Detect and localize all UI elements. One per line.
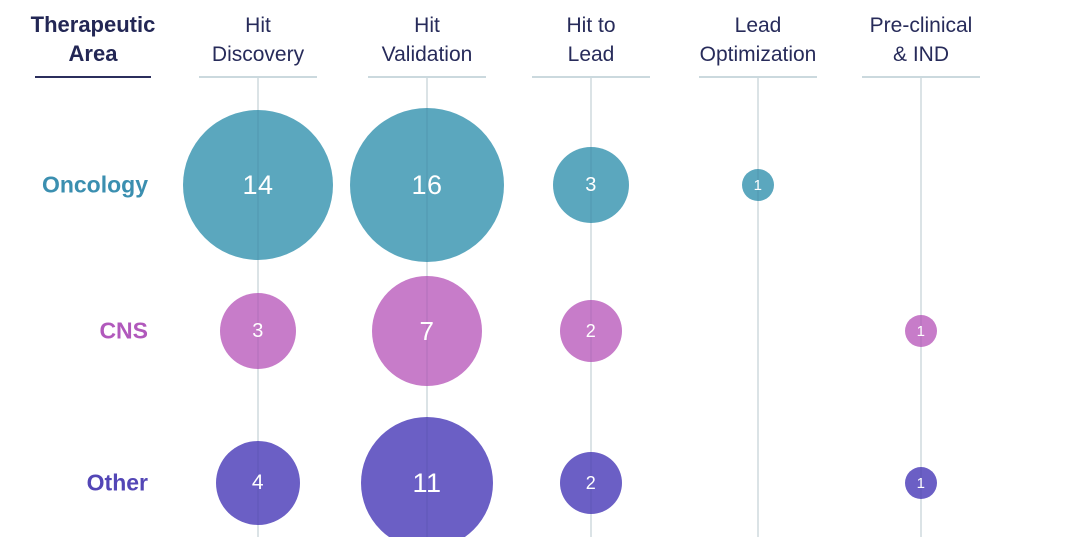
bubble-oncology-col1: 14 [183,110,333,260]
column-header-line1: Hit [245,14,271,37]
column-header-line2: Lead [567,42,615,66]
bubble-other-col3: 2 [560,452,622,514]
column-underline [699,76,817,78]
bubble-cns-col3: 2 [560,300,622,362]
row-axis-title-line2: Area [68,41,118,67]
column-header-line2: Discovery [211,42,305,66]
column-header-line2: Validation [381,42,473,66]
bubble-value: 1 [916,474,926,492]
column-header-line1: Pre-clinical [869,14,973,37]
bubble-value: 16 [411,169,443,200]
bubble-value: 2 [585,320,597,341]
column-header-hit-validation: Hit Validation [337,12,517,70]
column-header-line1: Hit to [566,14,616,37]
column-header-line2: & IND [892,42,949,66]
bubble-cns-col2: 7 [372,276,482,386]
column-underline [199,76,317,78]
column-header-lead-optimization: Lead Optimization [668,12,848,70]
column-header-line1: Lead [734,14,782,37]
row-axis-title: Therapeutic Area [8,10,178,69]
column-underline [368,76,486,78]
column-header-line1: Hit [414,14,440,37]
bubble-value: 2 [585,472,597,493]
column-header-hit-to-lead: Hit to Lead [501,12,681,70]
column-gridline [920,78,922,537]
row-label-other: Other [86,469,148,496]
bubble-cns-col1: 3 [220,293,296,369]
bubble-value: 4 [251,471,265,494]
column-header-line2: Optimization [699,42,817,66]
row-axis-title-line1: Therapeutic [30,12,156,37]
bubble-oncology-col3: 3 [553,147,629,223]
bubble-oncology-col4: 1 [742,169,774,201]
row-axis-title-underline [35,76,151,78]
bubble-other-col5: 1 [905,467,937,499]
column-underline [862,76,980,78]
bubble-value: 3 [252,319,264,342]
column-header-hit-discovery: Hit Discovery [168,12,348,70]
column-header-pre-clinical-&-ind: Pre-clinical & IND [831,12,1011,70]
bubble-cns-col5: 1 [905,315,937,347]
row-label-oncology: Oncology [41,171,148,198]
row-label-cns: CNS [99,317,148,344]
bubble-oncology-col2: 16 [350,108,504,262]
bubble-value: 14 [242,169,274,200]
bubble-value: 11 [412,467,442,498]
bubble-value: 7 [419,315,435,346]
bubble-value: 3 [585,173,597,196]
bubble-value: 1 [916,322,926,340]
column-gridline [757,78,759,537]
bubble-other-col2: 11 [361,417,493,537]
bubble-value: 1 [753,176,763,194]
bubble-other-col1: 4 [216,441,300,525]
column-underline [532,76,650,78]
